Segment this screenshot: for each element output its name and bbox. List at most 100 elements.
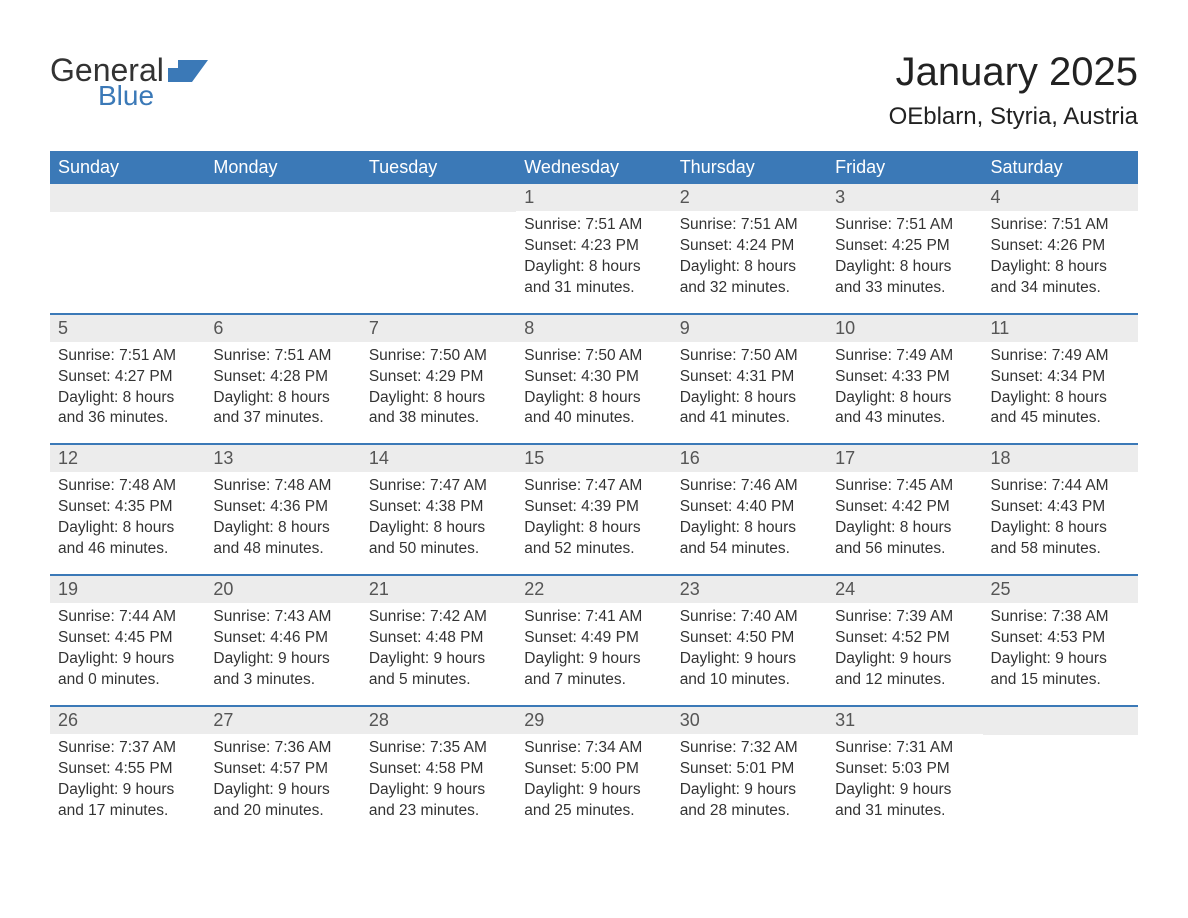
sunrise-text: Sunrise: 7:51 AM — [524, 215, 663, 236]
sunrise-text: Sunrise: 7:44 AM — [991, 476, 1130, 497]
sunrise-text: Sunrise: 7:50 AM — [524, 346, 663, 367]
day-details: Sunrise: 7:36 AMSunset: 4:57 PMDaylight:… — [205, 734, 360, 822]
sunset-text: Sunset: 4:39 PM — [524, 497, 663, 518]
daylight-text: Daylight: 8 hours — [835, 518, 974, 539]
sunrise-text: Sunrise: 7:45 AM — [835, 476, 974, 497]
calendar-day-cell: 14Sunrise: 7:47 AMSunset: 4:38 PMDayligh… — [361, 445, 516, 574]
sunset-text: Sunset: 4:27 PM — [58, 367, 197, 388]
day-details: Sunrise: 7:32 AMSunset: 5:01 PMDaylight:… — [672, 734, 827, 822]
day-number: 18 — [983, 445, 1138, 472]
sunrise-text: Sunrise: 7:51 AM — [991, 215, 1130, 236]
day-number: 21 — [361, 576, 516, 603]
day-number: 17 — [827, 445, 982, 472]
calendar-day-cell: 21Sunrise: 7:42 AMSunset: 4:48 PMDayligh… — [361, 576, 516, 705]
day-number: 20 — [205, 576, 360, 603]
day-number: 26 — [50, 707, 205, 734]
daylight-text: Daylight: 9 hours — [213, 649, 352, 670]
daylight-text: and 37 minutes. — [213, 408, 352, 429]
daylight-text: and 3 minutes. — [213, 670, 352, 691]
day-number: 22 — [516, 576, 671, 603]
sunset-text: Sunset: 4:24 PM — [680, 236, 819, 257]
sunrise-text: Sunrise: 7:39 AM — [835, 607, 974, 628]
sunset-text: Sunset: 5:01 PM — [680, 759, 819, 780]
daylight-text: Daylight: 9 hours — [835, 780, 974, 801]
calendar-day-cell — [361, 184, 516, 313]
sunset-text: Sunset: 4:29 PM — [369, 367, 508, 388]
sunrise-text: Sunrise: 7:50 AM — [369, 346, 508, 367]
day-number: 25 — [983, 576, 1138, 603]
day-details: Sunrise: 7:34 AMSunset: 5:00 PMDaylight:… — [516, 734, 671, 822]
calendar-day-cell: 8Sunrise: 7:50 AMSunset: 4:30 PMDaylight… — [516, 315, 671, 444]
daylight-text: and 12 minutes. — [835, 670, 974, 691]
sunrise-text: Sunrise: 7:40 AM — [680, 607, 819, 628]
calendar-week-row: 12Sunrise: 7:48 AMSunset: 4:35 PMDayligh… — [50, 443, 1138, 574]
sunrise-text: Sunrise: 7:43 AM — [213, 607, 352, 628]
daylight-text: Daylight: 9 hours — [524, 649, 663, 670]
daylight-text: and 45 minutes. — [991, 408, 1130, 429]
daylight-text: Daylight: 8 hours — [680, 257, 819, 278]
sunrise-text: Sunrise: 7:41 AM — [524, 607, 663, 628]
calendar-day-cell: 23Sunrise: 7:40 AMSunset: 4:50 PMDayligh… — [672, 576, 827, 705]
sunset-text: Sunset: 4:58 PM — [369, 759, 508, 780]
daylight-text: Daylight: 8 hours — [835, 388, 974, 409]
weekday-header: Sunday — [50, 151, 205, 184]
calendar-day-cell: 27Sunrise: 7:36 AMSunset: 4:57 PMDayligh… — [205, 707, 360, 836]
daylight-text: Daylight: 8 hours — [369, 388, 508, 409]
calendar-week-row: 1Sunrise: 7:51 AMSunset: 4:23 PMDaylight… — [50, 184, 1138, 313]
day-number: 24 — [827, 576, 982, 603]
logo-text-block: General Blue — [50, 54, 164, 112]
calendar-day-cell: 6Sunrise: 7:51 AMSunset: 4:28 PMDaylight… — [205, 315, 360, 444]
day-details: Sunrise: 7:39 AMSunset: 4:52 PMDaylight:… — [827, 603, 982, 691]
empty-day-bar — [50, 184, 205, 212]
daylight-text: Daylight: 8 hours — [991, 518, 1130, 539]
day-details: Sunrise: 7:45 AMSunset: 4:42 PMDaylight:… — [827, 472, 982, 560]
daylight-text: and 10 minutes. — [680, 670, 819, 691]
sunset-text: Sunset: 5:03 PM — [835, 759, 974, 780]
calendar-day-cell: 5Sunrise: 7:51 AMSunset: 4:27 PMDaylight… — [50, 315, 205, 444]
daylight-text: Daylight: 8 hours — [524, 257, 663, 278]
calendar-week-row: 26Sunrise: 7:37 AMSunset: 4:55 PMDayligh… — [50, 705, 1138, 836]
logo: General Blue — [50, 54, 208, 112]
weekday-header-row: Sunday Monday Tuesday Wednesday Thursday… — [50, 151, 1138, 184]
day-number: 27 — [205, 707, 360, 734]
sunset-text: Sunset: 4:38 PM — [369, 497, 508, 518]
sunset-text: Sunset: 4:43 PM — [991, 497, 1130, 518]
day-number: 31 — [827, 707, 982, 734]
day-number: 15 — [516, 445, 671, 472]
daylight-text: Daylight: 9 hours — [58, 780, 197, 801]
day-details: Sunrise: 7:46 AMSunset: 4:40 PMDaylight:… — [672, 472, 827, 560]
day-number: 10 — [827, 315, 982, 342]
calendar-day-cell: 20Sunrise: 7:43 AMSunset: 4:46 PMDayligh… — [205, 576, 360, 705]
daylight-text: and 31 minutes. — [524, 278, 663, 299]
sunset-text: Sunset: 4:53 PM — [991, 628, 1130, 649]
sunset-text: Sunset: 4:25 PM — [835, 236, 974, 257]
calendar-day-cell: 13Sunrise: 7:48 AMSunset: 4:36 PMDayligh… — [205, 445, 360, 574]
daylight-text: Daylight: 9 hours — [213, 780, 352, 801]
sunrise-text: Sunrise: 7:34 AM — [524, 738, 663, 759]
day-details: Sunrise: 7:35 AMSunset: 4:58 PMDaylight:… — [361, 734, 516, 822]
day-details: Sunrise: 7:42 AMSunset: 4:48 PMDaylight:… — [361, 603, 516, 691]
day-details: Sunrise: 7:51 AMSunset: 4:24 PMDaylight:… — [672, 211, 827, 299]
header: General Blue January 2025 OEblarn, Styri… — [50, 50, 1138, 131]
daylight-text: Daylight: 8 hours — [369, 518, 508, 539]
calendar-day-cell — [983, 707, 1138, 836]
daylight-text: Daylight: 8 hours — [835, 257, 974, 278]
day-number: 5 — [50, 315, 205, 342]
weekday-header: Tuesday — [361, 151, 516, 184]
day-number: 7 — [361, 315, 516, 342]
daylight-text: Daylight: 8 hours — [991, 257, 1130, 278]
sunset-text: Sunset: 4:42 PM — [835, 497, 974, 518]
sunrise-text: Sunrise: 7:36 AM — [213, 738, 352, 759]
day-number: 14 — [361, 445, 516, 472]
day-details: Sunrise: 7:50 AMSunset: 4:29 PMDaylight:… — [361, 342, 516, 430]
calendar-day-cell: 9Sunrise: 7:50 AMSunset: 4:31 PMDaylight… — [672, 315, 827, 444]
empty-day-bar — [983, 707, 1138, 735]
daylight-text: and 56 minutes. — [835, 539, 974, 560]
day-number: 8 — [516, 315, 671, 342]
calendar-day-cell: 30Sunrise: 7:32 AMSunset: 5:01 PMDayligh… — [672, 707, 827, 836]
sunset-text: Sunset: 4:45 PM — [58, 628, 197, 649]
day-number: 9 — [672, 315, 827, 342]
daylight-text: Daylight: 9 hours — [369, 780, 508, 801]
daylight-text: Daylight: 8 hours — [58, 518, 197, 539]
calendar-page: General Blue January 2025 OEblarn, Styri… — [0, 0, 1188, 875]
